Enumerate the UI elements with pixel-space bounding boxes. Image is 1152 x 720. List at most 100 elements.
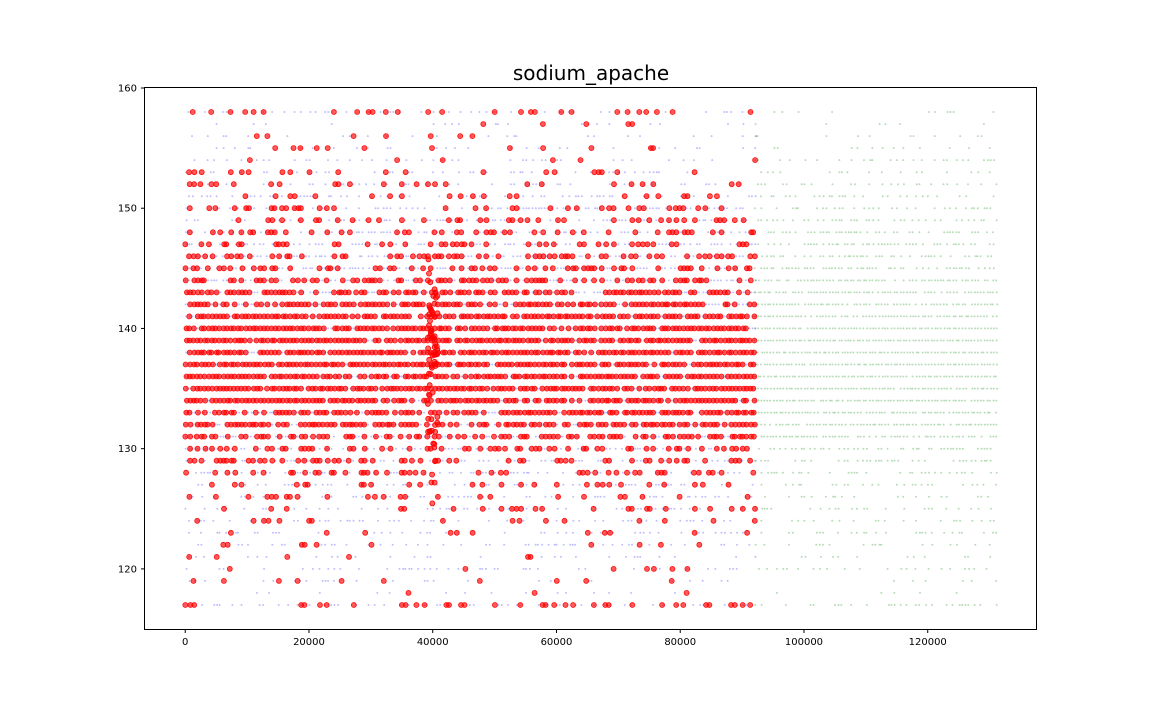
data-point xyxy=(714,303,717,306)
data-point xyxy=(598,195,601,198)
data-point xyxy=(689,519,692,522)
data-point xyxy=(880,447,883,450)
data-point xyxy=(479,567,481,570)
data-point xyxy=(949,447,952,450)
data-point xyxy=(887,339,890,342)
data-point xyxy=(784,339,787,342)
data-point xyxy=(318,303,321,306)
data-point xyxy=(265,207,268,210)
data-point xyxy=(361,243,364,246)
data-point xyxy=(968,351,971,354)
data-point xyxy=(671,351,674,354)
data-point xyxy=(688,495,691,498)
data-point xyxy=(955,471,958,474)
data-point xyxy=(249,279,252,282)
data-point xyxy=(464,591,467,594)
data-point xyxy=(707,447,710,450)
data-point xyxy=(498,303,501,306)
data-point xyxy=(389,111,392,113)
data-point xyxy=(878,543,881,546)
data-point xyxy=(596,195,599,198)
data-point xyxy=(222,231,225,234)
data-point xyxy=(931,483,933,486)
data-point xyxy=(290,423,293,426)
data-point xyxy=(742,291,745,294)
data-point xyxy=(902,519,905,522)
data-point xyxy=(522,471,525,474)
data-point xyxy=(992,363,995,366)
data-point xyxy=(274,435,277,438)
data-point xyxy=(779,375,782,378)
data-point xyxy=(642,531,645,534)
data-point xyxy=(970,507,973,510)
data-point xyxy=(328,171,330,174)
data-point xyxy=(441,171,444,174)
data-point xyxy=(639,531,642,534)
data-point xyxy=(767,375,770,378)
data-point xyxy=(831,483,834,486)
data-point xyxy=(815,543,818,546)
data-point xyxy=(952,459,955,462)
data-point xyxy=(793,399,796,402)
data-point xyxy=(863,363,866,366)
data-point xyxy=(911,483,914,486)
data-point xyxy=(606,219,608,222)
data-point xyxy=(957,423,960,426)
data-point xyxy=(977,507,980,510)
data-point xyxy=(880,459,883,462)
data-point xyxy=(448,471,451,474)
data-point xyxy=(575,471,577,474)
data-point xyxy=(906,387,909,390)
data-point xyxy=(760,435,763,438)
data-point xyxy=(717,471,719,474)
data-point xyxy=(973,435,976,438)
data-point xyxy=(697,531,700,534)
data-point xyxy=(815,351,818,354)
data-point xyxy=(775,423,778,426)
data-point xyxy=(812,567,815,570)
data-point xyxy=(541,339,543,342)
data-point xyxy=(435,567,438,570)
data-point xyxy=(561,435,564,438)
data-point xyxy=(373,291,376,294)
data-point xyxy=(275,531,278,534)
data-point xyxy=(521,267,524,270)
data-point xyxy=(256,471,259,474)
data-point xyxy=(640,507,642,510)
data-point xyxy=(980,495,983,498)
data-point xyxy=(225,135,228,138)
data-point xyxy=(896,351,899,354)
data-point xyxy=(497,604,500,606)
data-point xyxy=(327,159,329,162)
data-point xyxy=(923,459,926,462)
data-point xyxy=(754,604,757,606)
data-point xyxy=(419,243,422,246)
data-point xyxy=(949,567,952,570)
data-point xyxy=(461,207,463,210)
data-point xyxy=(528,495,531,498)
data-point xyxy=(478,111,481,113)
data-point xyxy=(918,339,921,342)
data-point xyxy=(980,447,983,450)
data-point xyxy=(194,471,197,474)
data-point xyxy=(209,195,212,198)
data-point xyxy=(435,147,438,150)
data-point xyxy=(605,447,608,450)
data-point xyxy=(537,471,540,474)
data-point xyxy=(878,423,881,426)
data-point xyxy=(299,471,302,474)
data-point xyxy=(657,327,660,330)
data-point xyxy=(692,135,695,138)
data-point xyxy=(608,171,611,174)
data-point xyxy=(451,231,454,234)
data-point xyxy=(931,507,934,510)
data-point xyxy=(339,519,342,522)
data-point xyxy=(877,399,880,402)
data-point xyxy=(308,183,311,186)
data-point xyxy=(838,519,841,522)
data-point xyxy=(608,555,611,558)
data-point xyxy=(243,507,246,510)
data-point xyxy=(858,339,861,342)
data-point xyxy=(911,399,914,402)
data-point xyxy=(188,195,190,198)
